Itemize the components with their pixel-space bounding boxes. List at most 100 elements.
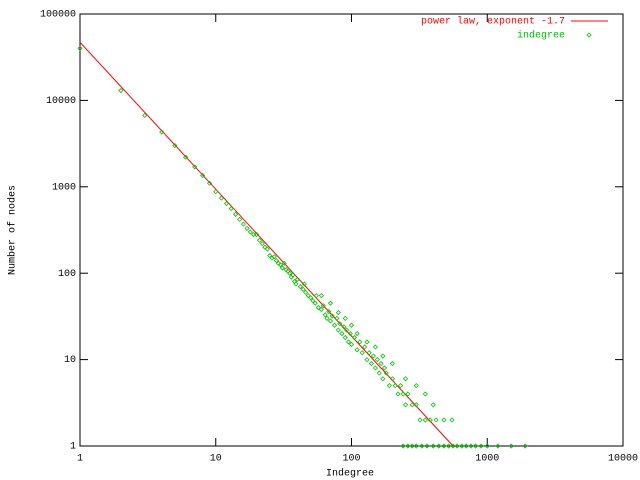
- data-point: [142, 112, 148, 118]
- data-point: [405, 391, 411, 397]
- data-point: [409, 402, 415, 408]
- data-point: [313, 293, 319, 299]
- data-point: [357, 339, 363, 345]
- data-point: [417, 417, 423, 423]
- data-point: [413, 443, 419, 449]
- data-point: [354, 347, 360, 353]
- y-tick-label: 10000: [46, 96, 76, 107]
- data-point: [441, 417, 447, 423]
- data-point: [348, 322, 355, 328]
- data-point: [372, 365, 378, 371]
- data-point: [454, 443, 460, 449]
- data-point: [264, 246, 270, 252]
- data-point: [436, 443, 442, 449]
- data-point: [433, 417, 439, 423]
- data-point: [342, 334, 348, 341]
- data-point: [329, 313, 335, 319]
- x-tick-label: 1: [77, 454, 83, 465]
- x-tick-label: 10000: [608, 454, 638, 465]
- data-point: [259, 241, 265, 247]
- x-tick-label: 100: [342, 454, 360, 465]
- data-point: [77, 45, 83, 51]
- data-point: [386, 383, 392, 389]
- data-point: [368, 360, 374, 367]
- data-point: [378, 360, 384, 367]
- data-point: [400, 391, 406, 397]
- data-point: [337, 321, 343, 327]
- data-point: [322, 312, 328, 318]
- data-point: [449, 417, 455, 423]
- data-point: [422, 417, 428, 423]
- data-point: [351, 334, 357, 341]
- data-point: [362, 344, 368, 350]
- data-point: [281, 260, 287, 266]
- data-point: [427, 417, 433, 423]
- data-point: [183, 154, 189, 160]
- y-axis-label: Number of nodes: [7, 185, 19, 275]
- data-point: [200, 172, 206, 179]
- data-point: [392, 383, 398, 389]
- data-point: [459, 443, 465, 449]
- data-point: [463, 443, 469, 449]
- data-point: [389, 360, 395, 367]
- data-point: [380, 376, 386, 382]
- data-point: [398, 383, 404, 389]
- data-point: [348, 341, 355, 347]
- data-point: [192, 164, 198, 170]
- x-axis-label: Indegree: [326, 468, 374, 480]
- data-point: [308, 295, 314, 301]
- y-tick-label: 1: [70, 442, 76, 453]
- data-point: [495, 443, 501, 449]
- data-point: [324, 315, 330, 321]
- data-point: [331, 322, 338, 328]
- data-point: [287, 270, 293, 276]
- data-point: [380, 353, 386, 359]
- data-point: [273, 258, 280, 264]
- legend-swatch: [586, 32, 592, 38]
- data-point: [472, 443, 479, 449]
- data-point: [468, 443, 474, 449]
- legend-label: power law, exponent -1.7: [421, 16, 565, 28]
- data-point: [419, 443, 425, 449]
- data-point: [508, 443, 514, 449]
- y-tick-label: 1000: [52, 182, 76, 193]
- data-point: [402, 376, 409, 382]
- data-point: [310, 298, 316, 304]
- data-point: [327, 318, 334, 324]
- data-point: [312, 300, 318, 306]
- data-point: [405, 443, 411, 449]
- data-point: [318, 306, 324, 313]
- data-point: [400, 443, 406, 449]
- data-point: [402, 402, 409, 408]
- data-point: [279, 265, 286, 271]
- data-point: [301, 281, 307, 287]
- data-point: [430, 402, 436, 408]
- y-tick-label: 100000: [40, 10, 76, 21]
- y-tick-label: 10: [64, 355, 76, 366]
- data-point: [327, 300, 334, 306]
- data-point: [383, 370, 389, 376]
- data-point: [374, 357, 380, 363]
- data-point: [478, 443, 484, 449]
- data-point: [342, 315, 348, 321]
- data-point: [256, 237, 263, 243]
- data-point: [389, 376, 395, 382]
- data-point: [318, 293, 324, 299]
- data-point: [247, 229, 253, 235]
- y-tick-label: 100: [58, 269, 76, 280]
- legend-label: indegree: [517, 30, 565, 42]
- data-point: [364, 357, 370, 363]
- data-point: [290, 272, 296, 278]
- data-point: [430, 443, 436, 449]
- data-point: [354, 331, 360, 337]
- x-tick-label: 10: [210, 454, 222, 465]
- data-point: [446, 443, 452, 449]
- data-point: [277, 262, 284, 268]
- data-point: [271, 254, 277, 260]
- plot-frame: [79, 13, 624, 447]
- data-point: [240, 221, 247, 227]
- data-point: [422, 391, 428, 397]
- data-point: [213, 189, 219, 195]
- data-point: [293, 281, 299, 287]
